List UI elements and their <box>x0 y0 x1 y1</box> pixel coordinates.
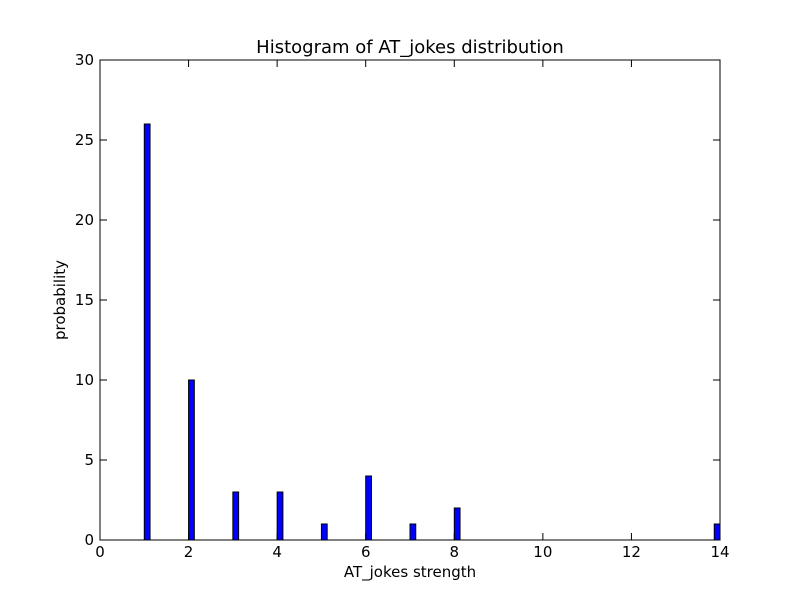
histogram-bar <box>713 523 721 541</box>
x-axis-label: AT_jokes strength <box>344 563 476 582</box>
histogram-bar <box>453 507 461 541</box>
y-tick-label: 15 <box>75 291 94 309</box>
plot-area <box>100 60 720 540</box>
histogram-bar <box>143 123 151 541</box>
histogram-bar <box>409 523 417 541</box>
plot-frame <box>99 59 721 541</box>
x-tick-label: 4 <box>272 543 282 561</box>
x-tick-label: 14 <box>710 543 729 561</box>
y-tick-label: 10 <box>75 371 94 389</box>
x-tick-label: 8 <box>450 543 460 561</box>
x-tick-label: 6 <box>361 543 371 561</box>
histogram-bar <box>188 379 195 541</box>
x-tick-label: 2 <box>184 543 194 561</box>
histogram-bar <box>320 523 328 541</box>
y-tick-label: 5 <box>84 451 94 469</box>
x-tick-label: 0 <box>95 543 105 561</box>
chart-title: Histogram of AT_jokes distribution <box>256 37 564 58</box>
y-tick-label: 25 <box>75 131 94 149</box>
histogram-bar <box>365 475 372 541</box>
y-tick-label: 0 <box>84 531 94 549</box>
tick-labels: 0 2 4 6 8 10 12 14 0 5 10 15 20 25 30 <box>75 51 730 561</box>
y-axis-label: probability <box>51 260 69 340</box>
x-tick-label: 10 <box>533 543 552 561</box>
histogram-bar <box>276 491 284 541</box>
histogram-bar <box>232 491 240 541</box>
y-tick-label: 30 <box>75 51 94 69</box>
x-tick-label: 12 <box>622 543 641 561</box>
y-tick-label: 20 <box>75 211 94 229</box>
